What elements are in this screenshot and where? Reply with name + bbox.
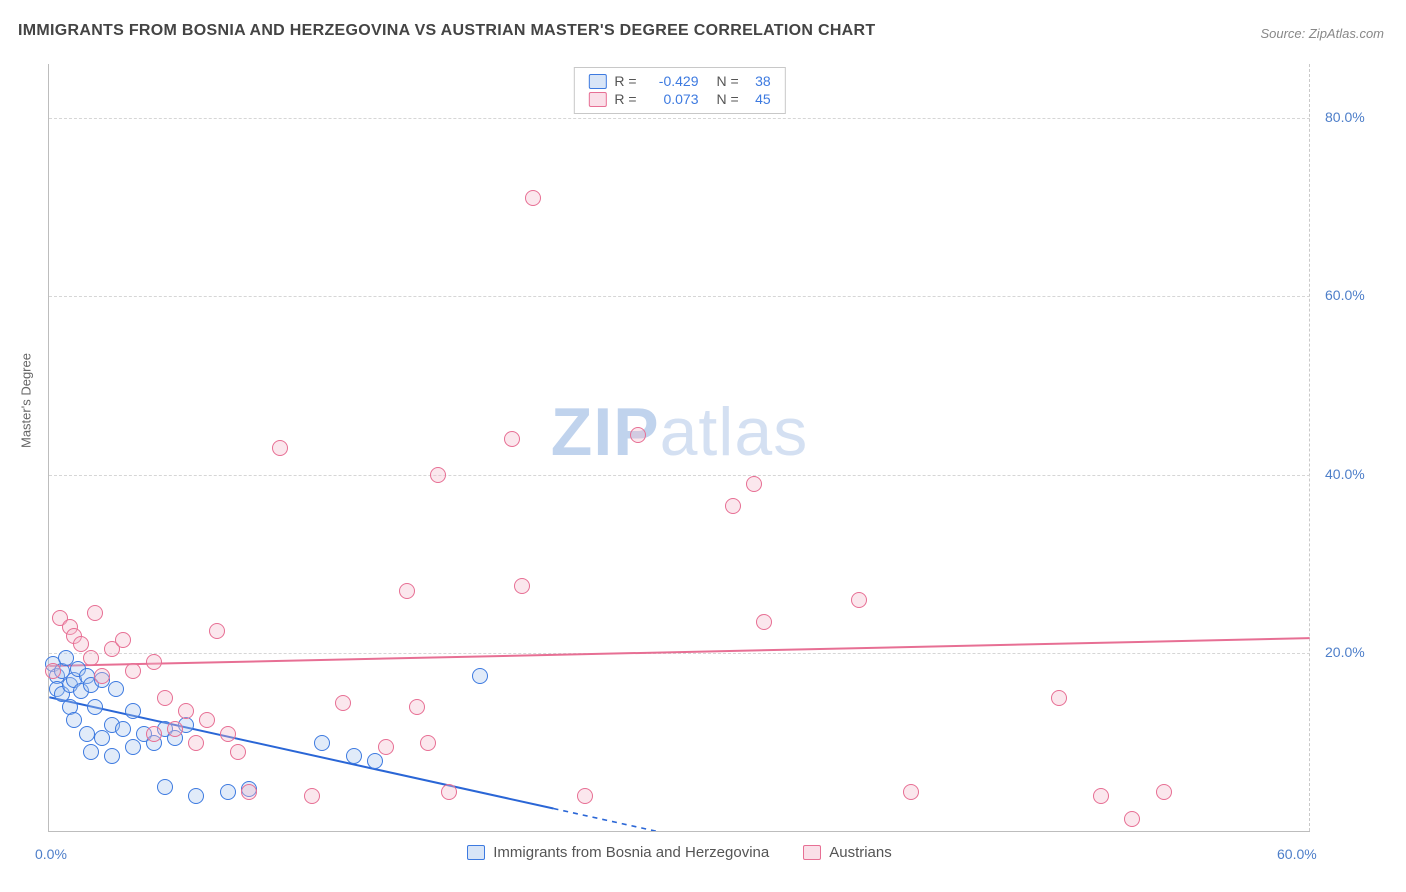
data-point-austrians (630, 427, 646, 443)
legend-label-bosnia: Immigrants from Bosnia and Herzegovina (493, 844, 769, 861)
r-value-austrians: 0.073 (645, 91, 699, 107)
data-point-austrians (1156, 784, 1172, 800)
trend-line-austrians (49, 638, 1309, 666)
swatch-bosnia-icon (467, 845, 485, 860)
y-tick-label: 20.0% (1325, 644, 1365, 660)
data-point-austrians (399, 583, 415, 599)
plot-right-border (1309, 64, 1310, 831)
series-legend: Immigrants from Bosnia and Herzegovina A… (49, 844, 1310, 861)
legend-row-bosnia: R = -0.429 N = 38 (588, 72, 770, 90)
data-point-austrians (378, 739, 394, 755)
data-point-austrians (525, 190, 541, 206)
data-point-austrians (87, 605, 103, 621)
data-point-austrians (83, 650, 99, 666)
data-point-austrians (199, 712, 215, 728)
data-point-bosnia (79, 726, 95, 742)
y-tick-label: 60.0% (1325, 287, 1365, 303)
chart-title: IMMIGRANTS FROM BOSNIA AND HERZEGOVINA V… (18, 22, 875, 40)
n-value-bosnia: 38 (747, 73, 771, 89)
data-point-bosnia (87, 699, 103, 715)
data-point-austrians (756, 614, 772, 630)
data-point-austrians (577, 788, 593, 804)
gridline (49, 475, 1310, 476)
data-point-austrians (209, 623, 225, 639)
data-point-bosnia (125, 739, 141, 755)
source-attribution: Source: ZipAtlas.com (1260, 26, 1384, 41)
data-point-austrians (272, 440, 288, 456)
data-point-austrians (230, 744, 246, 760)
gridline (49, 653, 1310, 654)
data-point-austrians (220, 726, 236, 742)
y-tick-label: 40.0% (1325, 466, 1365, 482)
n-value-austrians: 45 (747, 91, 771, 107)
data-point-austrians (441, 784, 457, 800)
y-axis-title: Master's Degree (19, 353, 34, 448)
data-point-austrians (115, 632, 131, 648)
legend-row-austrians: R = 0.073 N = 45 (588, 90, 770, 108)
data-point-austrians (146, 726, 162, 742)
trend-line-dashed-bosnia (553, 809, 679, 831)
data-point-bosnia (94, 730, 110, 746)
data-point-austrians (1093, 788, 1109, 804)
correlation-legend: R = -0.429 N = 38 R = 0.073 N = 45 (573, 67, 785, 114)
swatch-austrians (588, 92, 606, 107)
data-point-bosnia (125, 703, 141, 719)
data-point-austrians (188, 735, 204, 751)
data-point-austrians (746, 476, 762, 492)
data-point-austrians (430, 467, 446, 483)
data-point-bosnia (108, 681, 124, 697)
data-point-bosnia (83, 744, 99, 760)
data-point-bosnia (367, 753, 383, 769)
y-tick-label: 80.0% (1325, 109, 1365, 125)
r-value-bosnia: -0.429 (645, 73, 699, 89)
data-point-bosnia (220, 784, 236, 800)
data-point-austrians (514, 578, 530, 594)
data-point-austrians (241, 784, 257, 800)
data-point-bosnia (66, 712, 82, 728)
swatch-bosnia (588, 74, 606, 89)
data-point-austrians (45, 663, 61, 679)
legend-item-austrians: Austrians (803, 844, 892, 861)
data-point-bosnia (472, 668, 488, 684)
data-point-austrians (167, 721, 183, 737)
data-point-austrians (125, 663, 141, 679)
data-point-austrians (409, 699, 425, 715)
data-point-austrians (1051, 690, 1067, 706)
data-point-bosnia (104, 748, 120, 764)
data-point-austrians (94, 668, 110, 684)
data-point-austrians (1124, 811, 1140, 827)
data-point-austrians (146, 654, 162, 670)
data-point-bosnia (346, 748, 362, 764)
legend-item-bosnia: Immigrants from Bosnia and Herzegovina (467, 844, 769, 861)
data-point-austrians (304, 788, 320, 804)
data-point-austrians (178, 703, 194, 719)
data-point-bosnia (115, 721, 131, 737)
data-point-bosnia (188, 788, 204, 804)
trend-lines (49, 64, 1310, 831)
data-point-bosnia (157, 779, 173, 795)
gridline (49, 296, 1310, 297)
data-point-austrians (335, 695, 351, 711)
watermark: ZIPatlas (551, 393, 808, 471)
data-point-austrians (725, 498, 741, 514)
gridline (49, 118, 1310, 119)
data-point-austrians (504, 431, 520, 447)
data-point-austrians (420, 735, 436, 751)
data-point-austrians (851, 592, 867, 608)
data-point-austrians (157, 690, 173, 706)
plot-area: ZIPatlas 20.0%40.0%60.0%80.0%0.0%60.0% R… (48, 64, 1310, 832)
swatch-austrians-icon (803, 845, 821, 860)
data-point-austrians (903, 784, 919, 800)
data-point-bosnia (314, 735, 330, 751)
legend-label-austrians: Austrians (829, 844, 892, 861)
